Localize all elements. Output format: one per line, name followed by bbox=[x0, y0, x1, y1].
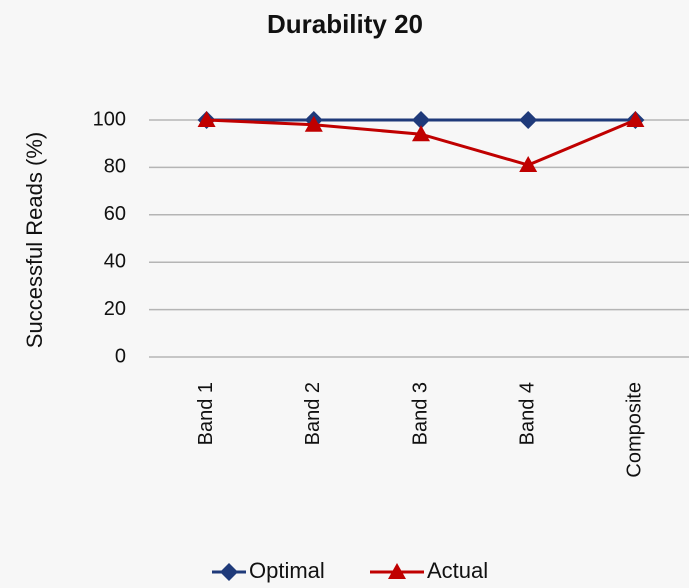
y-tick-label: 20 bbox=[104, 298, 126, 320]
y-tick-label: 40 bbox=[104, 250, 126, 272]
x-tick-label: Band 4 bbox=[516, 382, 538, 445]
legend-label: Optimal bbox=[249, 558, 325, 583]
x-tick-label: Composite bbox=[624, 382, 646, 478]
data-point bbox=[519, 156, 538, 173]
data-point bbox=[519, 111, 538, 129]
legend-marker bbox=[388, 563, 406, 579]
x-tick-label: Band 2 bbox=[302, 382, 324, 445]
y-axis-label: Successful Reads (%) bbox=[22, 132, 47, 348]
y-tick-label: 100 bbox=[93, 108, 126, 130]
legend-marker bbox=[220, 563, 238, 581]
y-tick-label: 60 bbox=[104, 203, 126, 225]
data-point bbox=[197, 111, 216, 127]
legend-label: Actual bbox=[427, 558, 488, 583]
data-point bbox=[412, 125, 430, 142]
y-tick-label: 0 bbox=[115, 345, 126, 367]
data-point bbox=[304, 115, 323, 132]
chart-title: Durability 20 bbox=[267, 9, 423, 39]
x-tick-label: Band 1 bbox=[195, 382, 217, 445]
data-point bbox=[626, 111, 645, 127]
y-tick-label: 80 bbox=[104, 156, 126, 178]
x-tick-label: Band 3 bbox=[409, 382, 431, 445]
data-point bbox=[412, 111, 430, 129]
